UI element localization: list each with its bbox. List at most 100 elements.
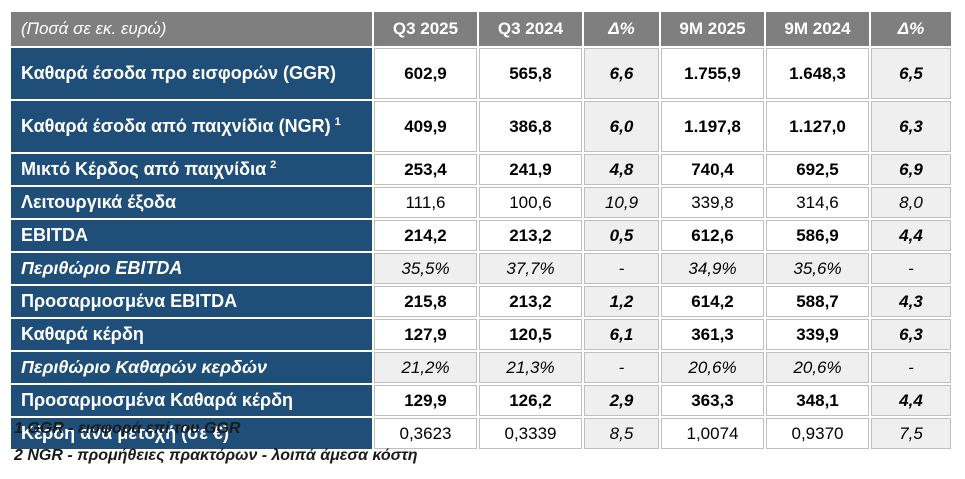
value-cell: 34,9% [661, 253, 764, 284]
table-row-gross-profit: Μικτό Κέρδος από παιχνίδια 2 253,4 241,9 … [11, 154, 951, 185]
value-cell: 1.755,9 [661, 48, 764, 99]
value-cell: 386,8 [479, 101, 582, 152]
footnotes: 1 GGR - εισφορά επί του GGR 2 NGR - προμ… [14, 420, 418, 474]
value-cell: 241,9 [479, 154, 582, 185]
value-cell: 348,1 [766, 385, 869, 416]
value-cell: 1.127,0 [766, 101, 869, 152]
value-cell: 120,5 [479, 319, 582, 350]
value-cell: 253,4 [374, 154, 477, 185]
row-label: EBITDA [11, 220, 372, 251]
delta-cell: 4,4 [871, 220, 951, 251]
delta-cell: 0,5 [584, 220, 659, 251]
table-row-ggr: Καθαρά έσοδα προ εισφορών (GGR) 602,9 56… [11, 48, 951, 99]
delta-cell: 4,3 [871, 286, 951, 317]
value-cell: 35,6% [766, 253, 869, 284]
delta-cell: 8,5 [584, 418, 659, 449]
column-header-9m-2024: 9M 2024 [766, 12, 869, 46]
delta-cell: 6,6 [584, 48, 659, 99]
delta-cell: 6,0 [584, 101, 659, 152]
delta-cell: 8,0 [871, 187, 951, 218]
units-caption: (Ποσά σε εκ. ευρώ) [11, 12, 372, 46]
value-cell: 363,3 [661, 385, 764, 416]
value-cell: 1.197,8 [661, 101, 764, 152]
row-label-text: Προσαρμοσμένα Καθαρά κέρδη [21, 390, 294, 410]
delta-cell: 7,5 [871, 418, 951, 449]
row-label-text: Μικτό Κέρδος από παιχνίδια [21, 159, 267, 179]
value-cell: 100,6 [479, 187, 582, 218]
row-label: Λειτουργικά έξοδα [11, 187, 372, 218]
value-cell: 0,3339 [479, 418, 582, 449]
value-cell: 614,2 [661, 286, 764, 317]
delta-cell: - [584, 253, 659, 284]
row-label-text: Περιθώριο Καθαρών κερδών [21, 357, 268, 377]
value-cell: 129,9 [374, 385, 477, 416]
value-cell: 20,6% [766, 352, 869, 383]
value-cell: 215,8 [374, 286, 477, 317]
row-label-text: EBITDA [21, 225, 88, 245]
delta-cell: 1,2 [584, 286, 659, 317]
delta-cell: 6,3 [871, 101, 951, 152]
value-cell: 1.648,3 [766, 48, 869, 99]
table-row-eps: Κέρδη ανά μετοχή (σε €) 0,3623 0,3339 8,… [11, 418, 951, 449]
value-cell: 21,2% [374, 352, 477, 383]
financial-results-table: (Ποσά σε εκ. ευρώ) Q3 2025 Q3 2024 Δ% 9M… [9, 10, 953, 451]
delta-cell: 6,3 [871, 319, 951, 350]
value-cell: 213,2 [479, 220, 582, 251]
row-label-text: Περιθώριο EBITDA [21, 258, 183, 278]
delta-cell: 6,5 [871, 48, 951, 99]
column-header-q3-2024: Q3 2024 [479, 12, 582, 46]
value-cell: 740,4 [661, 154, 764, 185]
table-row-adjusted-ebitda: Προσαρμοσμένα EBITDA 215,8 213,2 1,2 614… [11, 286, 951, 317]
table-row-net-profit: Καθαρά κέρδη 127,9 120,5 6,1 361,3 339,9… [11, 319, 951, 350]
footnote-ggr: 1 GGR - εισφορά επί του GGR [14, 420, 241, 437]
footnote-ngr: 2 NGR - προμήθειες πρακτόρων - λοιπά άμε… [14, 447, 418, 464]
delta-cell: - [584, 352, 659, 383]
value-cell: 586,9 [766, 220, 869, 251]
column-header-9m-2025: 9M 2025 [661, 12, 764, 46]
row-label: Καθαρά κέρδη [11, 319, 372, 350]
delta-cell: 4,4 [871, 385, 951, 416]
value-cell: 0,9370 [766, 418, 869, 449]
value-cell: 361,3 [661, 319, 764, 350]
table-row-ngr: Καθαρά έσοδα από παιχνίδια (NGR) 1 409,9 … [11, 101, 951, 152]
delta-cell: 2,9 [584, 385, 659, 416]
table-row-ebitda-margin: Περιθώριο EBITDA 35,5% 37,7% - 34,9% 35,… [11, 253, 951, 284]
value-cell: 314,6 [766, 187, 869, 218]
column-header-delta-q3: Δ% [584, 12, 659, 46]
row-label-text: Καθαρά έσοδα από παιχνίδια (NGR) [21, 116, 331, 136]
row-label: Περιθώριο EBITDA [11, 253, 372, 284]
row-label-text: Καθαρά έσοδα προ εισφορών (GGR) [21, 63, 337, 83]
table-row-operating-expenses: Λειτουργικά έξοδα 111,6 100,6 10,9 339,8… [11, 187, 951, 218]
row-label: Μικτό Κέρδος από παιχνίδια 2 [11, 154, 372, 185]
value-cell: 0,3623 [374, 418, 477, 449]
value-cell: 339,9 [766, 319, 869, 350]
value-cell: 126,2 [479, 385, 582, 416]
value-cell: 1,0074 [661, 418, 764, 449]
value-cell: 409,9 [374, 101, 477, 152]
value-cell: 214,2 [374, 220, 477, 251]
row-label: Κέρδη ανά μετοχή (σε €) [11, 418, 372, 449]
value-cell: 588,7 [766, 286, 869, 317]
header-row: (Ποσά σε εκ. ευρώ) Q3 2025 Q3 2024 Δ% 9M… [11, 12, 951, 46]
table-row-adjusted-net-profit: Προσαρμοσμένα Καθαρά κέρδη 129,9 126,2 2… [11, 385, 951, 416]
delta-cell: 6,9 [871, 154, 951, 185]
footnote-ref-2: 2 [270, 159, 277, 171]
value-cell: 35,5% [374, 253, 477, 284]
value-cell: 565,8 [479, 48, 582, 99]
value-cell: 127,9 [374, 319, 477, 350]
value-cell: 612,6 [661, 220, 764, 251]
footnote-ref-1: 1 [334, 116, 341, 128]
row-label-text: Λειτουργικά έξοδα [21, 192, 177, 212]
row-label: Καθαρά έσοδα προ εισφορών (GGR) [11, 48, 372, 99]
value-cell: 21,3% [479, 352, 582, 383]
value-cell: 339,8 [661, 187, 764, 218]
table-row-net-profit-margin: Περιθώριο Καθαρών κερδών 21,2% 21,3% - 2… [11, 352, 951, 383]
table-row-ebitda: EBITDA 214,2 213,2 0,5 612,6 586,9 4,4 [11, 220, 951, 251]
row-label: Προσαρμοσμένα EBITDA [11, 286, 372, 317]
value-cell: 20,6% [661, 352, 764, 383]
row-label-text: Καθαρά κέρδη [21, 324, 144, 344]
row-label: Περιθώριο Καθαρών κερδών [11, 352, 372, 383]
value-cell: 213,2 [479, 286, 582, 317]
row-label: Προσαρμοσμένα Καθαρά κέρδη [11, 385, 372, 416]
